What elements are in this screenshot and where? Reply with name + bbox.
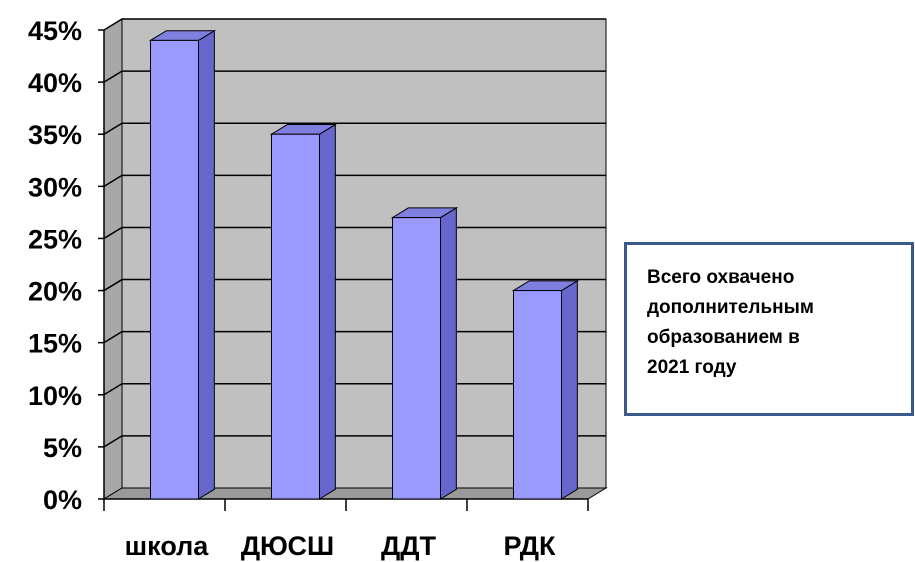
bar-side: [561, 279, 578, 500]
y-tick-label: 0%: [43, 485, 82, 515]
y-tick-label: 25%: [28, 224, 82, 254]
bar-side: [198, 29, 215, 500]
bar-front: [392, 217, 441, 500]
x-tick-label: РДК: [503, 531, 556, 561]
x-tick-label: ДДТ: [381, 531, 436, 561]
gridline: [103, 174, 606, 187]
gridline: [103, 18, 606, 31]
y-tick-label: 30%: [28, 172, 82, 202]
bar-front: [150, 39, 199, 500]
bar-front: [271, 133, 320, 500]
y-tick-label: 35%: [28, 120, 82, 150]
bars: [148, 29, 580, 500]
y-tick-label: 10%: [28, 381, 82, 411]
annotation-text: Всего охвачено дополнительным образовани…: [647, 267, 814, 378]
y-tick-label: 45%: [28, 16, 82, 46]
annotation-box: Всего охвачено дополнительным образовани…: [624, 242, 914, 416]
gridline: [103, 70, 606, 83]
x-tick-labels: школа ДЮСШ ДДТ РДК: [125, 531, 556, 561]
y-tick-label: 20%: [28, 277, 82, 307]
bar-side: [440, 207, 457, 500]
y-tick-label: 40%: [28, 68, 82, 98]
bar: [148, 29, 217, 500]
bar-side: [319, 123, 336, 500]
side-wall: [103, 18, 123, 500]
bar: [511, 279, 580, 500]
y-tick-label: 15%: [28, 329, 82, 359]
x-tick-label: школа: [125, 531, 210, 561]
gridline: [103, 122, 606, 135]
y-tick-label: 5%: [43, 433, 82, 463]
y-tick-labels: 0% 5% 10% 15% 20% 25% 30% 35% 40% 45%: [28, 16, 82, 515]
bar: [390, 207, 459, 500]
bar: [269, 123, 338, 500]
bar-front: [513, 290, 562, 500]
x-tick-label: ДЮСШ: [241, 531, 334, 561]
